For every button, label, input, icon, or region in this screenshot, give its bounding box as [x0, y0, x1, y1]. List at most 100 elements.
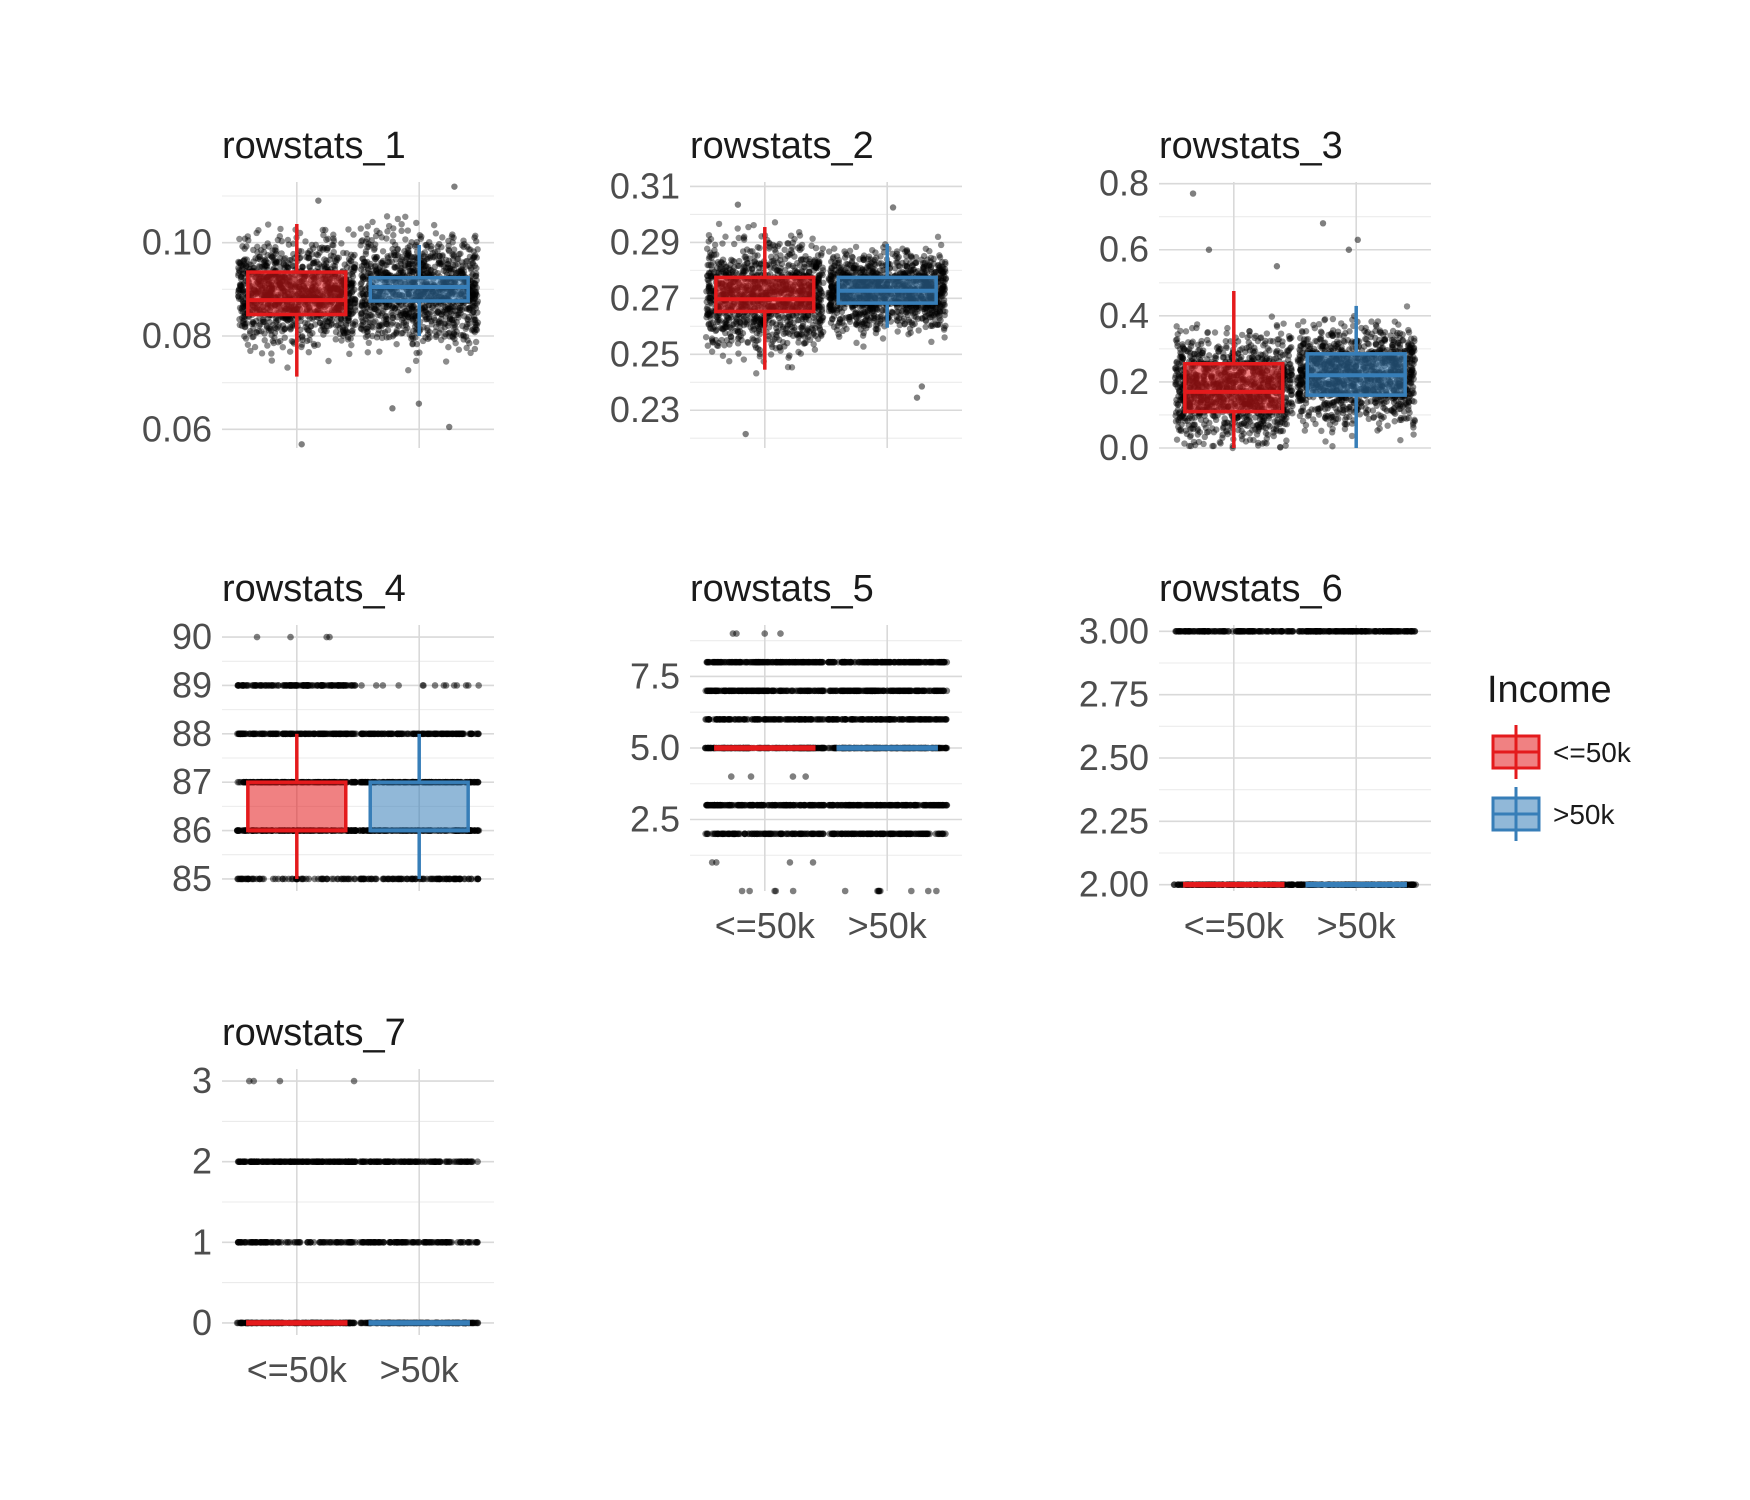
jitter-point — [362, 301, 370, 308]
jitter-point — [241, 274, 248, 282]
jitter-point — [264, 342, 271, 349]
panel-rowstats_1: rowstats_10.060.080.10 — [142, 125, 494, 449]
jitter-point — [276, 255, 284, 262]
jitter-point — [237, 262, 245, 269]
jitter-point — [282, 316, 290, 323]
jitter-point — [348, 341, 355, 349]
jitter-point — [366, 306, 374, 313]
jitter-point — [338, 337, 345, 344]
jitter-point — [247, 347, 254, 355]
jitter-point — [384, 326, 392, 334]
jitter-point — [250, 325, 257, 332]
jitter-point — [285, 241, 293, 248]
jitter-point — [734, 225, 741, 232]
jitter-point — [321, 263, 328, 270]
jitter-point — [250, 258, 257, 265]
jitter-point — [408, 254, 415, 261]
jitter-point — [238, 308, 245, 315]
y-tick-label: 0.2 — [1099, 361, 1149, 402]
jitter-point — [445, 343, 452, 351]
jitter-point — [389, 319, 396, 326]
jitter-point — [442, 358, 450, 365]
jitter-point — [253, 229, 260, 237]
jitter-point — [828, 280, 836, 287]
jitter-point — [369, 218, 376, 226]
jitter-point — [439, 253, 446, 260]
jitter-point — [776, 268, 783, 275]
jitter-point — [452, 339, 459, 347]
outlier-point — [451, 183, 458, 190]
jitter-point — [278, 250, 285, 257]
jitter-point — [830, 323, 838, 331]
jitter-point — [351, 251, 358, 259]
jitter-point — [704, 304, 711, 311]
jitter-point — [940, 283, 947, 291]
jitter-point — [726, 330, 734, 337]
jitter-point — [1268, 313, 1276, 320]
jitter-point — [238, 266, 246, 273]
jitter-point — [271, 256, 278, 264]
jitter-point — [281, 314, 288, 322]
jitter-point — [410, 335, 417, 342]
jitter-point — [347, 299, 354, 307]
jitter-point — [426, 334, 433, 341]
jitter-point — [265, 314, 272, 322]
jitter-point — [278, 237, 285, 245]
jitter-point — [261, 243, 268, 251]
jitter-point — [714, 342, 722, 350]
jitter-point — [299, 333, 306, 340]
jitter-point — [805, 268, 813, 276]
jitter-point — [708, 251, 715, 258]
jitter-point — [893, 316, 901, 324]
jitter-point — [903, 258, 910, 265]
boxplot-box — [368, 275, 470, 303]
jitter-point — [340, 329, 348, 337]
jitter-point — [331, 257, 339, 265]
jitter-point — [274, 316, 282, 324]
jitter-point — [773, 324, 780, 332]
jitter-point — [359, 321, 367, 329]
jitter-point — [340, 249, 347, 257]
jitter-point — [364, 349, 371, 356]
jitter-point — [851, 262, 858, 269]
jitter-point — [237, 273, 245, 280]
jitter-point — [457, 331, 465, 339]
jitter-point — [264, 221, 272, 228]
jitter-point — [239, 314, 246, 322]
jitter-point — [257, 247, 265, 254]
jitter-point — [312, 241, 319, 249]
jitter-point — [786, 352, 793, 359]
jitter-point — [928, 314, 935, 321]
jitter-point — [364, 264, 372, 272]
jitter-point — [889, 309, 896, 317]
jitter-point — [241, 320, 249, 328]
jitter-point — [321, 256, 328, 263]
jitter-point — [894, 254, 901, 262]
jitter-point — [339, 326, 347, 333]
jitter-point — [383, 261, 390, 269]
jitter-point — [922, 245, 930, 252]
jitter-point — [345, 226, 352, 233]
jitter-point — [767, 351, 775, 358]
jitter-point — [243, 243, 250, 250]
jitter-point — [445, 246, 452, 253]
jitter-point — [345, 315, 352, 322]
jitter-point — [937, 241, 945, 249]
jitter-point — [255, 327, 263, 335]
jitter-point — [325, 235, 332, 243]
jitter-point — [450, 316, 457, 324]
jitter-point — [298, 343, 305, 351]
jitter-point — [330, 262, 337, 269]
jitter-point — [1273, 323, 1281, 330]
jitter-point — [350, 263, 357, 271]
jitter-point — [743, 256, 750, 263]
jitter-point — [326, 256, 333, 263]
jitter-point — [327, 315, 334, 322]
jitter-point — [357, 285, 365, 293]
jitter-point — [938, 277, 945, 284]
jitter-point — [469, 303, 477, 310]
jitter-point — [715, 220, 723, 228]
jitter-point — [343, 321, 350, 329]
jitter-point — [273, 317, 280, 324]
y-tick-label: 0.4 — [1099, 295, 1149, 336]
